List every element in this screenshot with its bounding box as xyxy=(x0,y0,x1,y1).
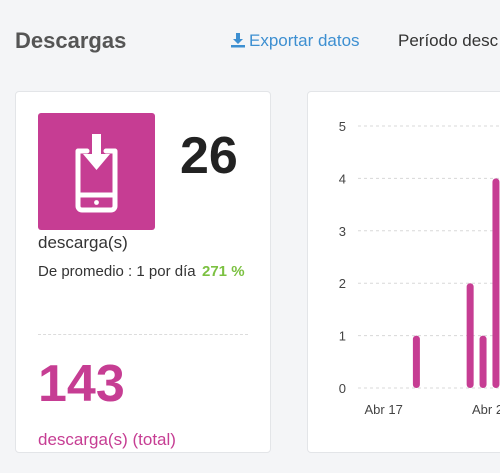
download-badge xyxy=(38,113,155,230)
page-title: Descargas xyxy=(15,28,127,53)
y-tick-label: 0 xyxy=(339,381,346,396)
chart-bar[interactable] xyxy=(479,335,487,388)
y-tick-label: 3 xyxy=(339,224,346,239)
downloads-chart-card: 0 1 2 3 4 5 Abr 17 Abr 2 xyxy=(307,91,500,453)
y-tick-label: 1 xyxy=(339,329,346,344)
period-selector[interactable]: Período desc xyxy=(398,31,499,50)
chart-bar[interactable] xyxy=(466,283,474,388)
downloads-unit-label: descarga(s) xyxy=(38,233,128,252)
y-tick-label: 2 xyxy=(339,276,346,291)
downloads-count: 26 xyxy=(180,127,238,185)
export-data-link[interactable]: Exportar datos xyxy=(230,31,360,51)
divider xyxy=(38,334,248,335)
x-tick-label: Abr 17 xyxy=(365,402,403,417)
total-downloads-count: 143 xyxy=(38,355,125,413)
phone-download-icon xyxy=(75,134,118,213)
x-tick-label: Abr 2 xyxy=(472,402,500,417)
chart-bar[interactable] xyxy=(412,335,420,388)
page-header: Descargas Exportar datos Período desc xyxy=(0,0,500,80)
y-tick-label: 5 xyxy=(339,119,346,134)
chart-bar[interactable] xyxy=(492,178,500,388)
change-percentage: 271 % xyxy=(202,263,245,280)
downloads-stats-card: 26 descarga(s) De promedio : 1 por día 2… xyxy=(15,91,271,453)
downloads-bar-chart: 0 1 2 3 4 5 Abr 17 Abr 2 xyxy=(339,119,500,417)
average-per-day: De promedio : 1 por día xyxy=(38,263,196,280)
total-downloads-label: descarga(s) (total) xyxy=(38,430,176,449)
download-icon xyxy=(231,33,245,48)
y-tick-label: 4 xyxy=(339,171,346,186)
export-data-label: Exportar datos xyxy=(249,31,360,50)
